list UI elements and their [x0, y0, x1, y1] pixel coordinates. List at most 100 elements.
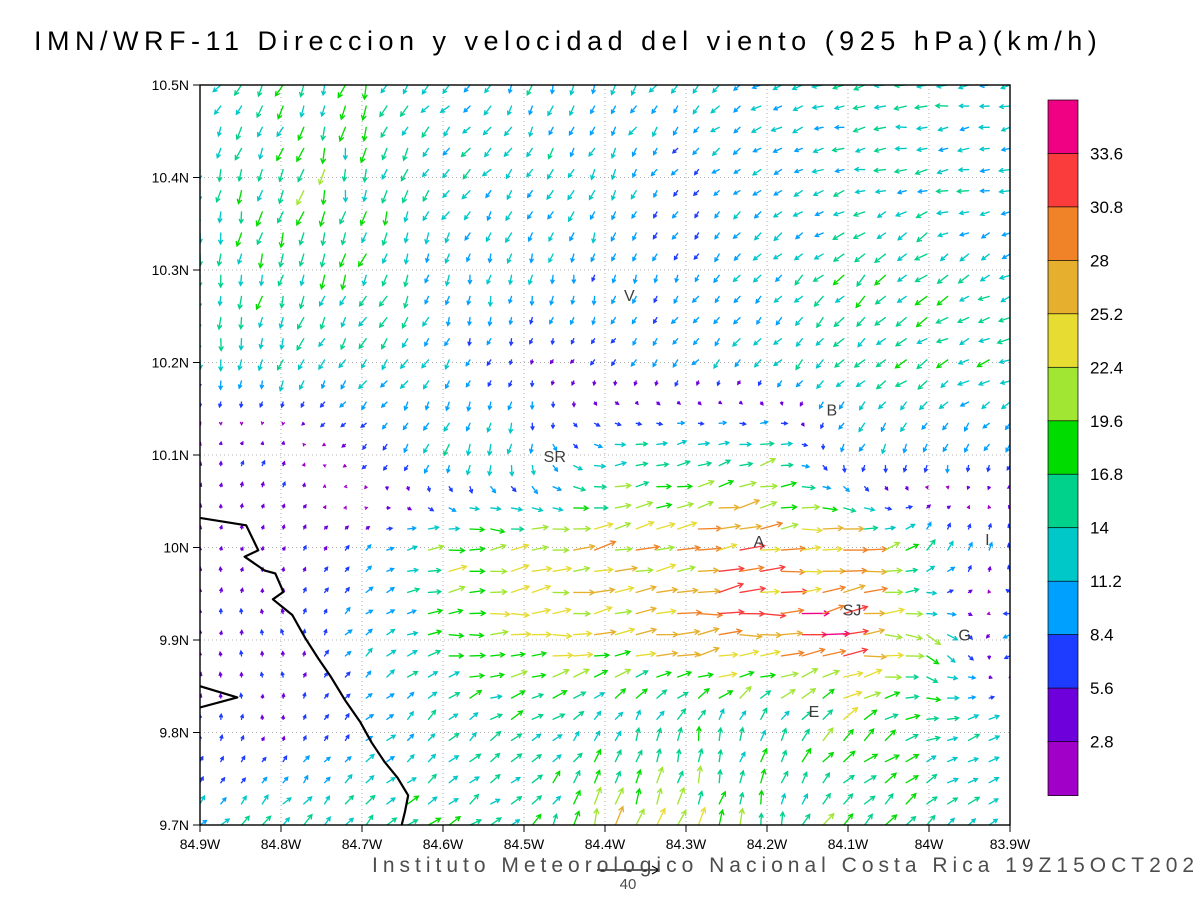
wind-vector — [917, 380, 928, 390]
wind-vector — [573, 544, 596, 551]
wind-vector — [977, 316, 990, 324]
wind-vector — [978, 338, 990, 343]
wind-vector — [632, 232, 637, 242]
wind-vector — [403, 211, 409, 223]
wind-vector — [303, 813, 313, 825]
wind-vector — [365, 565, 373, 572]
wind-vector — [531, 651, 548, 657]
wind-vector — [302, 586, 307, 594]
wind-vector — [359, 147, 367, 164]
wind-vector — [739, 543, 766, 551]
wind-vector — [531, 672, 547, 679]
wind-vector — [670, 85, 679, 95]
wind-vector — [407, 587, 421, 594]
wind-vector — [822, 751, 835, 763]
wind-vector — [552, 506, 564, 512]
wind-vector — [635, 606, 658, 615]
wind-vector — [780, 671, 800, 678]
wind-vector — [258, 316, 263, 329]
wind-vector — [937, 232, 949, 238]
wind-vector — [694, 274, 700, 283]
wind-vector — [967, 757, 980, 763]
wind-vector — [200, 105, 201, 108]
wind-vector — [510, 543, 530, 551]
wind-vector — [530, 359, 534, 365]
wind-vector — [610, 316, 617, 325]
wind-vector — [758, 789, 765, 805]
wind-vector — [1000, 295, 1010, 303]
wind-vector — [298, 253, 305, 268]
wind-vector — [344, 734, 350, 742]
wind-vector — [897, 232, 907, 241]
wind-vector — [935, 316, 949, 324]
wind-vector — [481, 168, 492, 177]
wind-vector — [632, 274, 638, 285]
wind-vector — [1000, 401, 1010, 410]
wind-vector — [653, 211, 658, 219]
wind-vector — [443, 422, 450, 432]
wind-vector — [360, 105, 367, 122]
wind-vector — [381, 359, 388, 371]
wind-vector — [733, 126, 741, 134]
wind-vector — [442, 168, 450, 179]
wind-vector — [656, 421, 664, 426]
wind-vector — [697, 672, 715, 678]
wind-vector — [550, 274, 555, 285]
wind-vector — [714, 338, 720, 347]
wind-vector — [999, 380, 1010, 385]
wind-vector — [593, 422, 601, 427]
wind-vector — [843, 584, 866, 594]
wind-vector — [281, 546, 286, 551]
wind-vector — [240, 440, 244, 446]
wind-vector — [926, 634, 942, 646]
wind-vector — [573, 630, 593, 637]
wind-vector — [884, 713, 899, 720]
wind-vector — [466, 443, 472, 457]
wind-vector — [298, 295, 305, 310]
wind-vector — [381, 422, 388, 430]
wind-vector — [573, 610, 592, 617]
wind-vector — [386, 734, 397, 742]
wind-vector — [239, 421, 244, 426]
wind-vector — [822, 812, 835, 825]
wind-vector — [547, 211, 554, 220]
wind-vector — [958, 210, 970, 216]
wind-vector — [677, 691, 689, 699]
wind-vector — [240, 713, 245, 720]
wind-vector — [573, 464, 584, 471]
wind-vector — [235, 126, 243, 141]
wind-vector — [448, 564, 468, 572]
wind-vector — [531, 524, 550, 531]
wind-vector — [261, 776, 268, 784]
wind-vector — [739, 751, 746, 763]
wind-vector — [905, 587, 920, 594]
wind-vector — [448, 692, 461, 699]
wind-vector — [573, 710, 585, 720]
wind-vector — [694, 211, 700, 219]
wind-vector — [422, 422, 430, 431]
wind-vector — [593, 692, 606, 699]
wind-vector — [301, 421, 306, 426]
wind-vector — [261, 794, 269, 805]
wind-vector — [672, 338, 679, 345]
wind-vector — [427, 671, 439, 678]
wind-vector — [278, 232, 285, 249]
wind-vector — [822, 485, 832, 490]
wind-vector — [385, 486, 389, 491]
wind-vector — [843, 525, 865, 532]
wind-vector — [510, 776, 522, 784]
wind-vector — [852, 126, 866, 133]
wind-vector — [568, 126, 575, 136]
wind-vector — [791, 126, 803, 134]
wind-vector — [697, 790, 704, 805]
wind-vector — [403, 443, 409, 454]
wind-vector — [386, 567, 395, 572]
plot-frame — [199, 84, 1011, 826]
wind-vector — [713, 316, 720, 325]
wind-vector — [344, 525, 350, 530]
wind-vector — [361, 401, 367, 411]
wind-vector — [812, 274, 824, 282]
wind-vector — [240, 546, 244, 551]
wind-vector — [967, 612, 973, 616]
wind-vector — [343, 484, 348, 489]
